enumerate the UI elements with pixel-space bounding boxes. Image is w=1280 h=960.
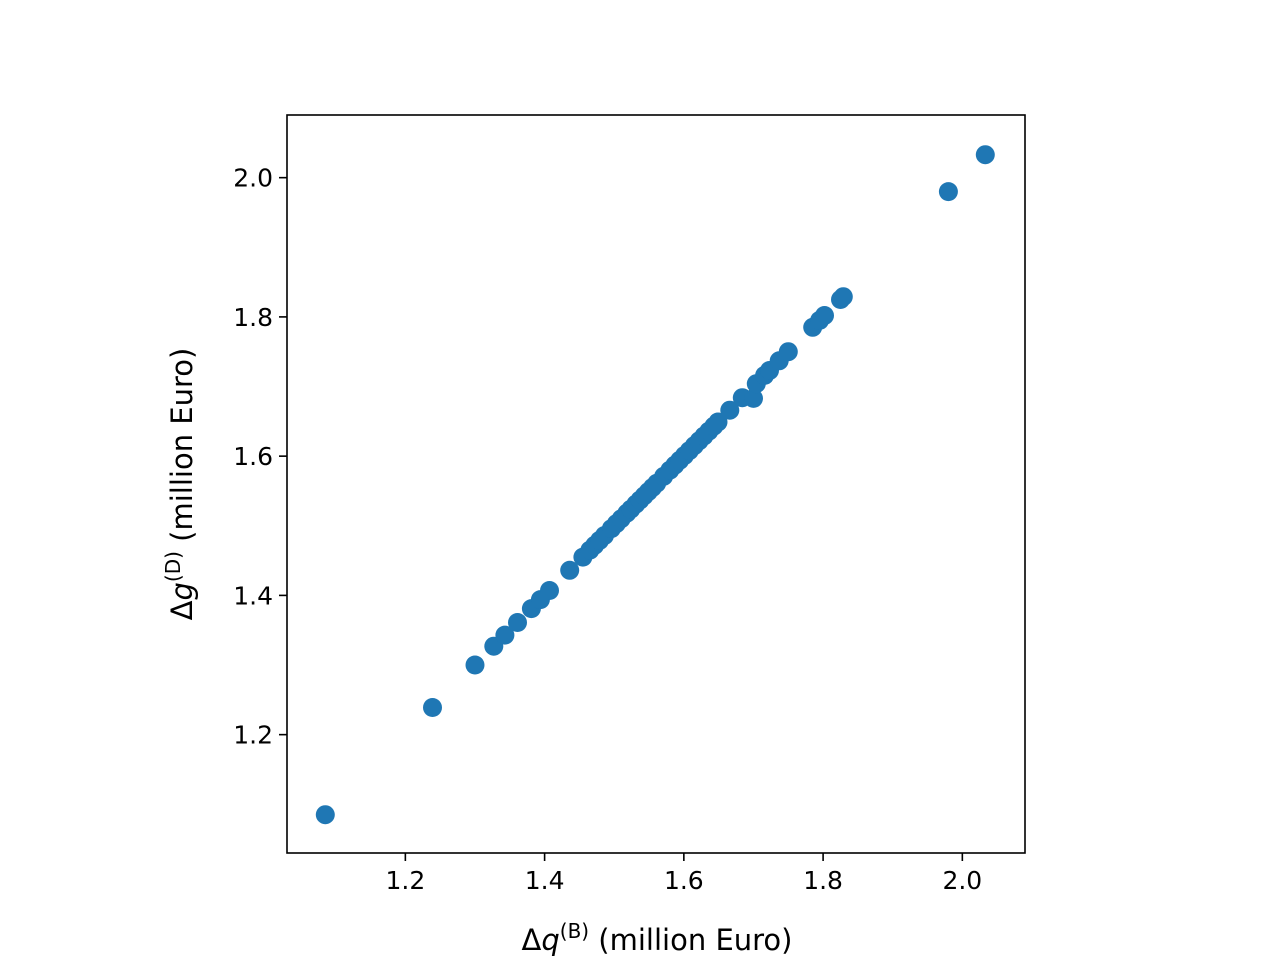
scatter-point <box>495 625 515 645</box>
scatter-point <box>540 581 559 600</box>
scatter-point <box>315 805 335 825</box>
scatter-point <box>465 655 485 675</box>
scatter-point <box>744 388 763 408</box>
y-tick-label: 2.0 <box>233 164 273 193</box>
x-tick-label: 1.8 <box>803 866 843 895</box>
scatter-point <box>720 400 740 420</box>
y-tick-label: 1.2 <box>233 721 273 750</box>
scatter-point <box>508 613 527 632</box>
plot-frame <box>286 114 1026 854</box>
scatter-point <box>833 287 853 307</box>
x-axis-ticks: 1.2 1.4 1.6 1.8 2.0 <box>385 853 982 895</box>
x-tick-label: 1.2 <box>385 866 425 895</box>
scatter-point <box>708 412 728 432</box>
y-axis-label: Δg(D) (million Euro) <box>161 348 199 621</box>
y-tick-label: 1.8 <box>233 303 273 332</box>
scatter-point <box>815 306 834 325</box>
x-tick-label: 2.0 <box>942 866 982 895</box>
scatter-point <box>560 560 580 580</box>
points-layer <box>315 145 995 825</box>
y-tick-label: 1.6 <box>233 442 273 471</box>
scatter-point <box>778 342 798 362</box>
x-tick-label: 1.4 <box>525 866 565 895</box>
scatter-point <box>938 182 958 202</box>
scatter-point <box>423 698 442 717</box>
y-axis-ticks: 1.2 1.4 1.6 1.8 2.0 <box>233 164 287 750</box>
x-axis-label: Δq(B) (million Euro) <box>522 919 793 957</box>
x-tick-label: 1.6 <box>664 866 704 895</box>
y-tick-label: 1.4 <box>233 581 273 610</box>
scatter-point <box>975 145 995 165</box>
